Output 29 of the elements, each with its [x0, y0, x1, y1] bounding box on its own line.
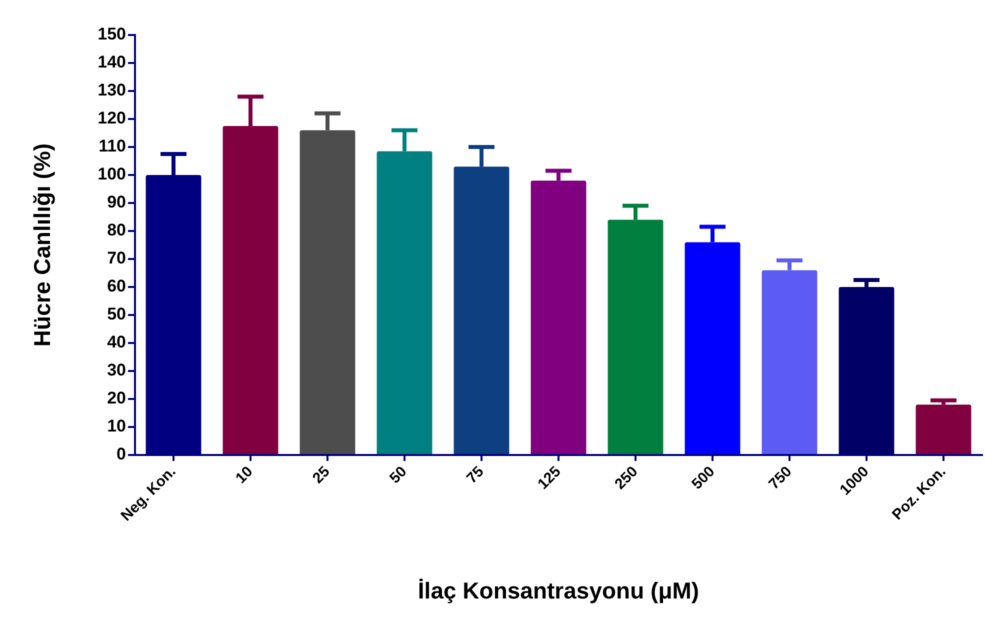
- y-tick-label: 70: [107, 248, 126, 268]
- y-tick-label: 60: [107, 276, 126, 296]
- x-tick-label: Neg. Kon.: [118, 463, 180, 525]
- y-tick-label: 80: [107, 220, 126, 240]
- y-tick-label: 10: [107, 416, 126, 436]
- x-axis-title: İlaç Konsantrasyonu (μM): [418, 578, 700, 604]
- y-tick-label: 140: [98, 52, 126, 72]
- bar: [916, 404, 972, 454]
- y-tick-label: 30: [107, 360, 126, 380]
- x-tick-label: 250: [612, 463, 642, 493]
- y-tick-label: 0: [116, 444, 126, 464]
- y-tick-label: 150: [98, 24, 126, 44]
- x-tick-label: Poz. Kon.: [888, 463, 950, 524]
- x-tick-label: 75: [463, 463, 488, 487]
- x-tick-label: 750: [766, 463, 796, 493]
- y-tick-label: 50: [107, 304, 126, 324]
- y-tick-label: 90: [107, 192, 126, 212]
- y-tick-label: 100: [98, 164, 126, 184]
- y-tick-label: 20: [107, 388, 126, 408]
- y-tick-label: 110: [98, 136, 126, 156]
- y-axis-title: Hücre Canlılığı (%): [29, 143, 56, 347]
- y-tick-label: 120: [98, 108, 126, 128]
- x-tick-label: 10: [232, 463, 256, 487]
- x-tick-label: 50: [386, 463, 410, 487]
- y-tick-label: 130: [98, 80, 126, 100]
- x-tick-label: 125: [534, 463, 564, 493]
- x-tick-label: 25: [309, 463, 334, 487]
- y-tick-label: 40: [107, 332, 126, 352]
- x-tick-label: 500: [688, 463, 718, 493]
